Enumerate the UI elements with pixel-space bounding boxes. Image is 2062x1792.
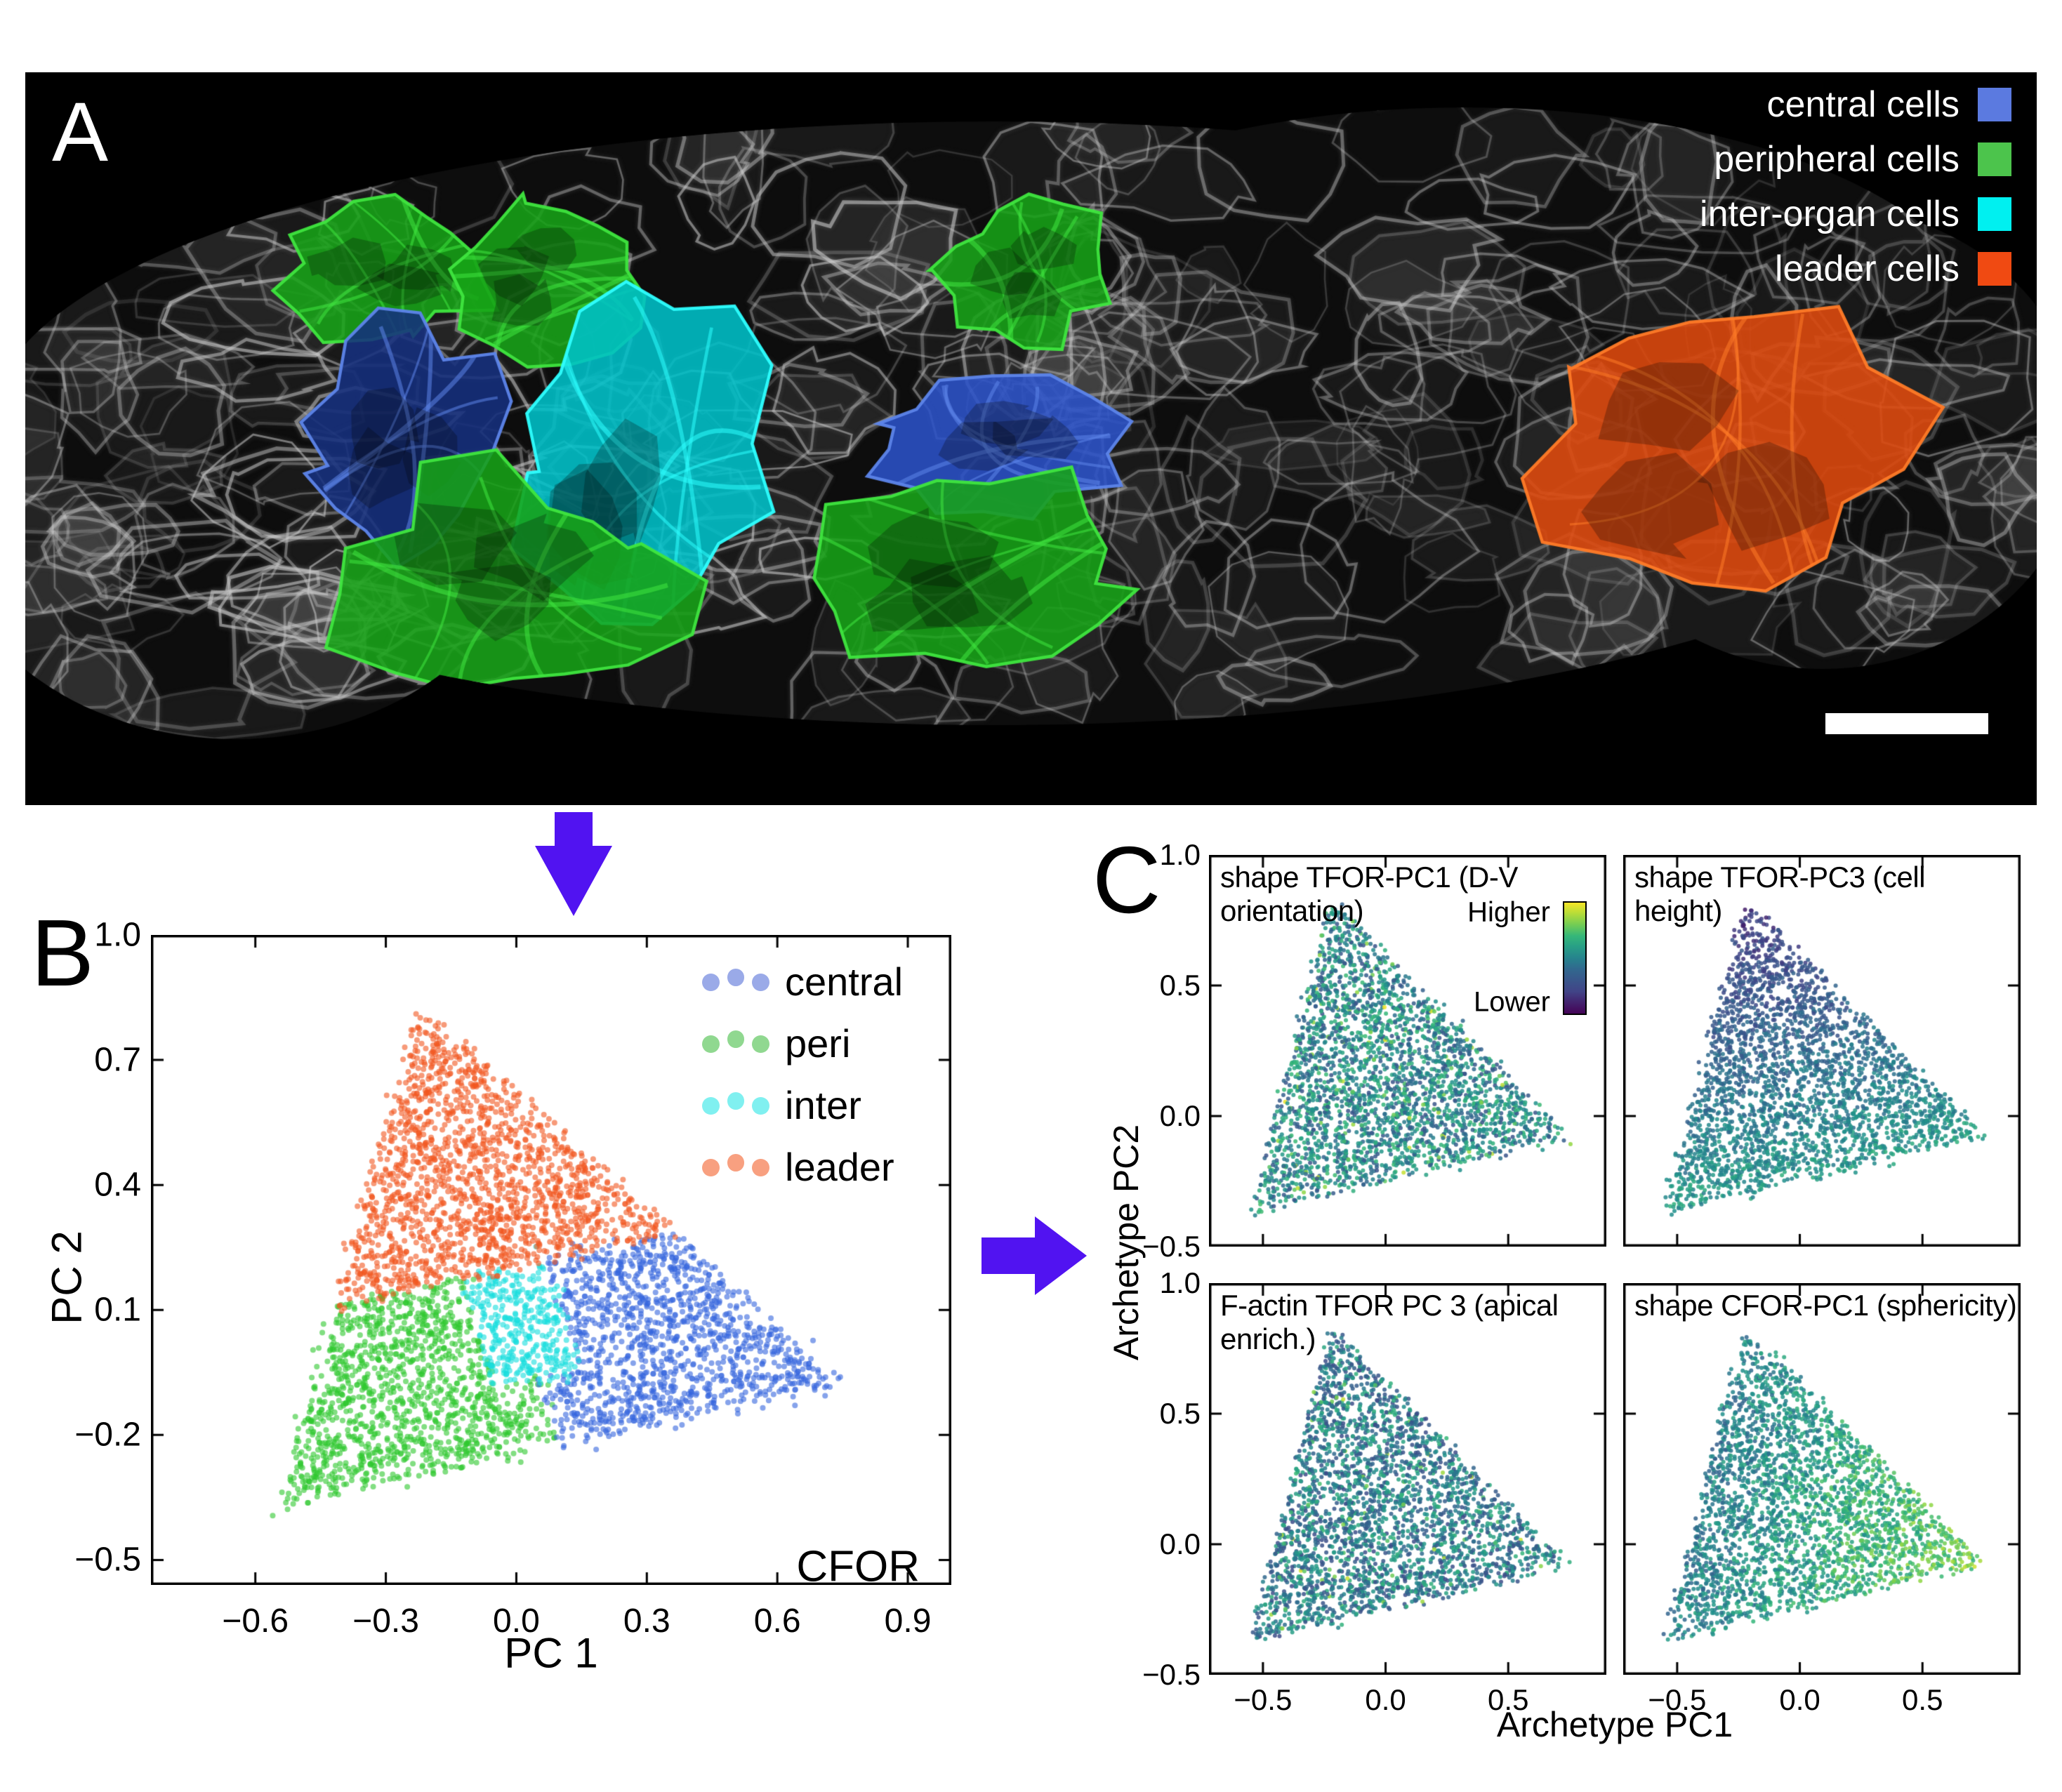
tick-label: −0.5 xyxy=(1142,1230,1201,1263)
tick-label: 0.0 xyxy=(1779,1683,1820,1716)
panel-c-label: C xyxy=(1092,827,1161,933)
panel-c-plot-cell-height: shape TFOR-PC3 (cell height) xyxy=(1623,855,2021,1247)
tick-label: −0.5 xyxy=(1648,1683,1707,1716)
panel-c-scatter-canvas xyxy=(1623,855,2021,1247)
flow-arrow-right-icon xyxy=(982,1216,1087,1295)
tick-label: 0.4 xyxy=(94,1166,141,1204)
colorbar-higher-label: Higher xyxy=(1467,896,1550,928)
panel-c-scatter-canvas xyxy=(1209,855,1606,1247)
tick-label: 0.3 xyxy=(623,1602,670,1640)
panel-c-plot-sphericity: shape CFOR-PC1 (sphericity) xyxy=(1623,1283,2021,1675)
legend-row-central: central xyxy=(702,956,903,1008)
tick-label: −0.3 xyxy=(352,1602,419,1640)
tick-label: 0.6 xyxy=(753,1602,801,1640)
panel-a-microscopy xyxy=(25,72,2037,805)
legend-swatch-peripheral xyxy=(1978,142,2011,176)
legend-label: central cells xyxy=(1766,84,1959,125)
legend-label: peripheral cells xyxy=(1714,139,1959,180)
tick-label: 0.5 xyxy=(1488,1683,1529,1716)
legend-swatch-leader xyxy=(1978,252,2011,286)
tick-label: 0.0 xyxy=(1159,1099,1201,1132)
legend-swatch-inter-organ xyxy=(1978,197,2011,231)
arrow-shape xyxy=(535,812,612,916)
legend-row-leader: leader xyxy=(702,1141,903,1193)
tick-label: 1.0 xyxy=(1159,1266,1201,1299)
legend-label: leader cells xyxy=(1774,248,1959,289)
panel-c-plot-apical-enrichment: F-actin TFOR PC 3 (apical enrich.) xyxy=(1209,1283,1606,1675)
colorbar xyxy=(1563,901,1587,1015)
legend-row-leader: leader cells xyxy=(1700,247,2011,291)
tick-label: 0.5 xyxy=(1902,1683,1943,1716)
tick-label: −0.5 xyxy=(1142,1658,1201,1691)
tick-label: 0.0 xyxy=(493,1602,540,1640)
panel-b-legend: central peri inter leader xyxy=(702,956,903,1193)
colorbar-lower-label: Lower xyxy=(1474,986,1550,1018)
legend-row-peripheral: peripheral cells xyxy=(1700,138,2011,181)
panel-b-label: B xyxy=(31,900,95,1006)
legend-row-peri: peri xyxy=(702,1018,903,1070)
tick-label: −0.2 xyxy=(74,1416,141,1454)
tick-label: 0.1 xyxy=(94,1291,141,1329)
panel-a-label: A xyxy=(52,85,109,179)
panel-b-scatter-canvas xyxy=(151,935,951,1585)
legend-label: peri xyxy=(785,1021,851,1066)
tick-label: 0.5 xyxy=(1159,1397,1201,1430)
legend-dots-icon xyxy=(702,968,770,991)
tick-label: −0.5 xyxy=(74,1541,141,1579)
panel-c-scatter-canvas xyxy=(1623,1283,2021,1675)
arrow-shape xyxy=(982,1216,1087,1295)
panel-c-plot-dv-orientation: shape TFOR-PC1 (D-V orientation) xyxy=(1209,855,1606,1247)
tick-label: −0.5 xyxy=(1234,1683,1293,1716)
flow-arrow-down-icon xyxy=(535,812,612,916)
tick-label: 0.7 xyxy=(94,1041,141,1079)
tick-label: 0.0 xyxy=(1159,1527,1201,1560)
scale-bar xyxy=(1825,713,1988,734)
legend-label: inter-organ cells xyxy=(1700,194,1959,234)
panel-b-xlabel: PC 1 xyxy=(504,1629,598,1677)
panel-a-legend: central cells peripheral cells inter-org… xyxy=(1700,83,2011,291)
legend-label: leader xyxy=(785,1145,894,1189)
panel-c-scatter-canvas xyxy=(1209,1283,1606,1675)
panel-b-plot xyxy=(151,935,951,1585)
panel-c-ylabel: Archetype PC2 xyxy=(1106,1124,1146,1361)
tick-label: 0.5 xyxy=(1159,969,1201,1002)
subplot-title: shape CFOR-PC1 (sphericity) xyxy=(1634,1289,2017,1322)
tick-label: −0.6 xyxy=(222,1602,289,1640)
tick-label: 0.0 xyxy=(1365,1683,1406,1716)
legend-dots-icon xyxy=(702,1153,770,1176)
legend-swatch-central xyxy=(1978,88,2011,121)
tick-label: 1.0 xyxy=(1159,838,1201,871)
legend-dots-icon xyxy=(702,1030,770,1053)
subplot-title: shape TFOR-PC1 (D-V orientation) xyxy=(1220,861,1518,927)
legend-label: central xyxy=(785,960,904,1004)
tick-label: 0.9 xyxy=(884,1602,932,1640)
panel-c-xlabel: Archetype PC1 xyxy=(1496,1705,1733,1744)
legend-row-central: central cells xyxy=(1700,83,2011,126)
legend-row-inter: inter xyxy=(702,1080,903,1131)
tick-label: 1.0 xyxy=(94,916,141,954)
subplot-title: F-actin TFOR PC 3 (apical enrich.) xyxy=(1220,1289,1559,1355)
panel-a-canvas xyxy=(25,72,2037,805)
cfor-corner-label: CFOR xyxy=(796,1542,920,1591)
legend-label: inter xyxy=(785,1083,861,1127)
legend-dots-icon xyxy=(702,1091,770,1115)
panel-b-ylabel: PC 2 xyxy=(43,1230,91,1325)
legend-row-inter-organ: inter-organ cells xyxy=(1700,192,2011,236)
subplot-title: shape TFOR-PC3 (cell height) xyxy=(1634,861,1926,927)
